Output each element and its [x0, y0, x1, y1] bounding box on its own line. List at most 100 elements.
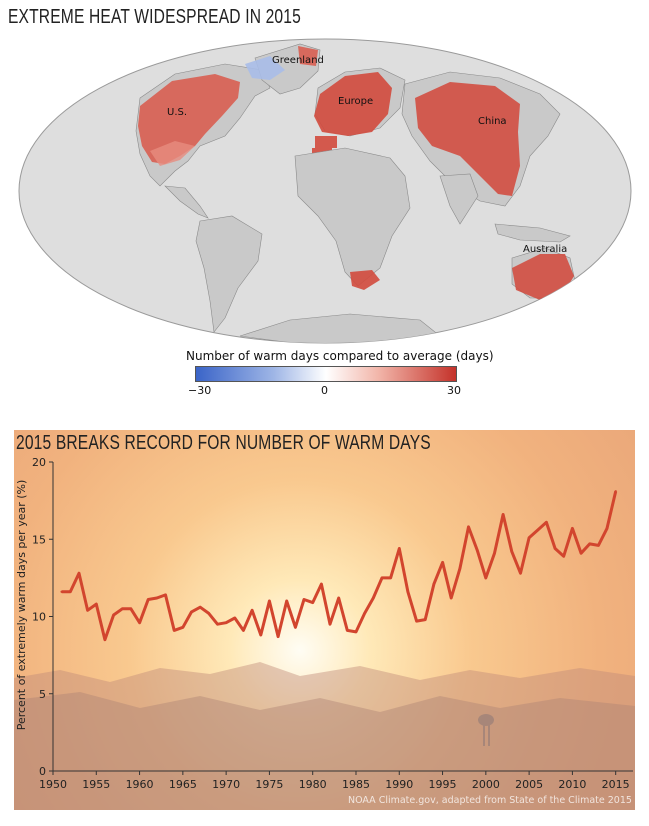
data-point	[579, 551, 583, 555]
data-point	[562, 555, 565, 558]
data-point	[121, 607, 124, 610]
y-tick-label: 20	[32, 456, 46, 469]
data-point	[95, 602, 98, 606]
data-point	[424, 618, 427, 621]
source-credit: NOAA Climate.gov, adapted from State of …	[348, 795, 632, 806]
x-tick-label: 1970	[212, 778, 240, 791]
x-tick-label: 1990	[385, 778, 413, 791]
data-point	[337, 596, 340, 600]
data-point	[527, 536, 531, 539]
data-point	[138, 621, 141, 624]
mountain-front	[14, 692, 635, 810]
data-point	[354, 630, 358, 634]
x-tick-label: 1985	[342, 778, 370, 791]
chart-background	[14, 430, 635, 810]
x-tick-label: 1960	[126, 778, 154, 791]
data-point	[605, 527, 609, 530]
data-point	[545, 521, 548, 524]
land-south-america	[195, 215, 263, 333]
x-tick-label: 1950	[39, 778, 67, 791]
land-central-america	[164, 185, 209, 219]
data-point	[276, 635, 280, 638]
data-point	[207, 612, 211, 615]
x-tick-label: 1955	[82, 778, 110, 791]
data-point	[311, 601, 314, 604]
data-point	[216, 623, 219, 626]
heat-europe	[314, 72, 392, 136]
x-tick-label: 2015	[602, 778, 630, 791]
data-point	[363, 612, 366, 615]
data-point	[346, 629, 349, 632]
data-point	[510, 550, 514, 553]
x-tick-label: 2000	[472, 778, 500, 791]
data-point	[475, 548, 479, 552]
data-point	[458, 567, 462, 570]
legend-color-bar	[195, 366, 457, 382]
data-point	[259, 633, 262, 637]
data-point	[372, 596, 375, 600]
data-point	[198, 606, 202, 609]
heat-asia	[415, 82, 520, 196]
data-point	[250, 609, 254, 612]
heat-south-africa	[350, 270, 380, 290]
data-point	[406, 590, 410, 593]
y-tick-label: 0	[39, 765, 46, 778]
water-tower	[478, 714, 494, 746]
data-point	[450, 596, 453, 600]
data-point	[380, 576, 384, 580]
data-point	[588, 542, 591, 546]
data-point	[441, 561, 444, 564]
world-map: Greenland U.S. Europe China Australia	[18, 38, 632, 344]
data-point	[86, 609, 89, 612]
data-point	[536, 528, 539, 532]
land-indonesia	[494, 223, 571, 243]
legend-tick-max: 30	[447, 384, 461, 397]
x-tick-label: 1965	[169, 778, 197, 791]
data-point	[571, 527, 574, 530]
data-point	[415, 619, 418, 623]
x-tick-label: 1995	[429, 778, 457, 791]
data-point	[285, 599, 288, 603]
data-point	[181, 626, 185, 629]
y-tick-label: 10	[32, 611, 46, 624]
x-tick-label: 1980	[299, 778, 327, 791]
label-greenland: Greenland	[272, 55, 324, 66]
data-point	[597, 544, 600, 547]
data-point	[294, 626, 297, 629]
label-australia: Australia	[523, 244, 567, 255]
data-point	[77, 572, 81, 575]
data-point	[129, 607, 133, 610]
data-point	[242, 629, 245, 632]
data-point	[103, 638, 107, 641]
data-point	[389, 576, 392, 580]
chart-title: 2015 BREAKS RECORD FOR NUMBER OF WARM DA…	[16, 432, 431, 454]
legend-tick-min: −30	[188, 384, 212, 397]
y-axis-label: Percent of extremely warm days per year …	[15, 480, 28, 731]
data-point	[233, 616, 236, 620]
data-point	[112, 613, 115, 617]
label-europe: Europe	[338, 96, 373, 107]
line-chart: 0 5 10 15 20 1950 1955 1960 1965 1970 1975 1980 198…	[14, 456, 635, 810]
data-point	[172, 629, 176, 632]
data-point	[302, 598, 306, 601]
x-tick-label: 2010	[558, 778, 586, 791]
data-point	[467, 525, 470, 529]
data-point	[501, 513, 505, 516]
legend-tick-zero: 0	[321, 384, 328, 397]
data-point	[164, 593, 167, 597]
land-antarctica	[239, 313, 441, 343]
data-point	[320, 582, 323, 586]
data-point	[147, 598, 150, 601]
x-tick-label: 2005	[515, 778, 543, 791]
map-title: EXTREME HEAT WIDESPREAD IN 2015	[8, 6, 301, 28]
data-point	[224, 621, 228, 624]
data-point	[398, 547, 401, 550]
legend-title: Number of warm days compared to average …	[186, 349, 494, 363]
label-us: U.S.	[167, 107, 187, 118]
data-point	[60, 590, 63, 593]
data-point	[493, 551, 496, 555]
land-africa	[294, 147, 411, 287]
data-point	[519, 572, 522, 575]
mountain-back	[14, 662, 635, 810]
series-line-warm-days	[61, 491, 618, 642]
